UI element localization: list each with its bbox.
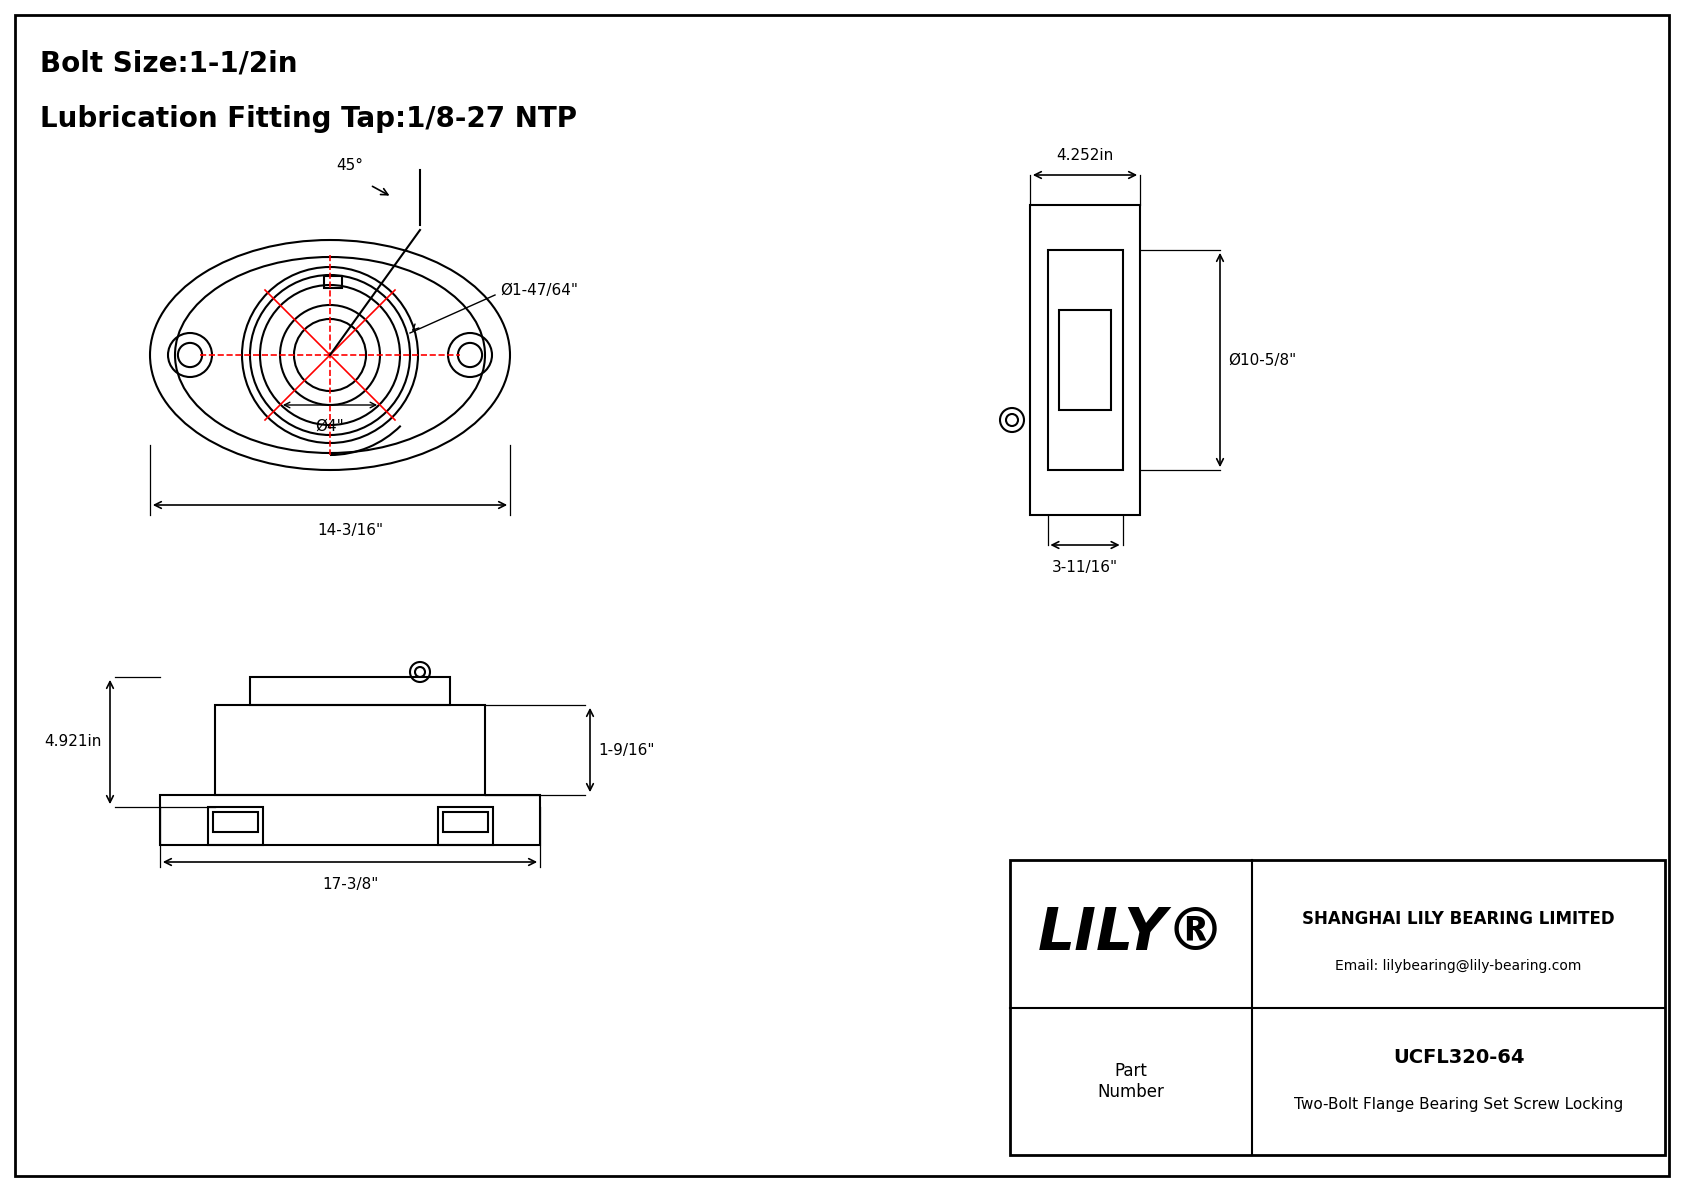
Text: Two-Bolt Flange Bearing Set Screw Locking: Two-Bolt Flange Bearing Set Screw Lockin… (1293, 1097, 1623, 1112)
Bar (443, 812, 487, 833)
Text: 14-3/16": 14-3/16" (317, 523, 382, 538)
Text: SHANGHAI LILY BEARING LIMITED: SHANGHAI LILY BEARING LIMITED (1302, 910, 1615, 928)
Bar (212, 812, 258, 833)
Text: Ø4": Ø4" (315, 419, 344, 434)
Text: 4.252in: 4.252in (1056, 148, 1113, 163)
Text: Email: lilybearing@lily-bearing.com: Email: lilybearing@lily-bearing.com (1335, 959, 1581, 973)
Text: Ø1-47/64": Ø1-47/64" (500, 282, 578, 298)
Bar (1047, 250, 1123, 470)
Text: Lubrication Fitting Tap:1/8-27 NTP: Lubrication Fitting Tap:1/8-27 NTP (40, 105, 578, 133)
Text: LILY®: LILY® (1037, 905, 1224, 962)
Text: Part
Number: Part Number (1098, 1062, 1165, 1100)
Bar (216, 705, 485, 796)
Text: 17-3/8": 17-3/8" (322, 877, 379, 892)
Bar (1010, 860, 1665, 1155)
Text: Bolt Size:1-1/2in: Bolt Size:1-1/2in (40, 50, 298, 77)
Bar (438, 807, 492, 844)
Bar (207, 807, 263, 844)
Text: UCFL320-64: UCFL320-64 (1393, 1048, 1524, 1067)
Text: 3-11/16": 3-11/16" (1052, 560, 1118, 575)
Bar (249, 676, 450, 705)
Text: 1-9/16": 1-9/16" (598, 742, 655, 757)
Bar (1059, 310, 1111, 410)
Text: 4.921in: 4.921in (44, 735, 103, 749)
Text: 45°: 45° (337, 157, 364, 173)
Bar (160, 796, 541, 844)
Text: Ø10-5/8": Ø10-5/8" (1228, 353, 1297, 368)
Bar (323, 276, 342, 288)
Bar (1031, 205, 1140, 515)
